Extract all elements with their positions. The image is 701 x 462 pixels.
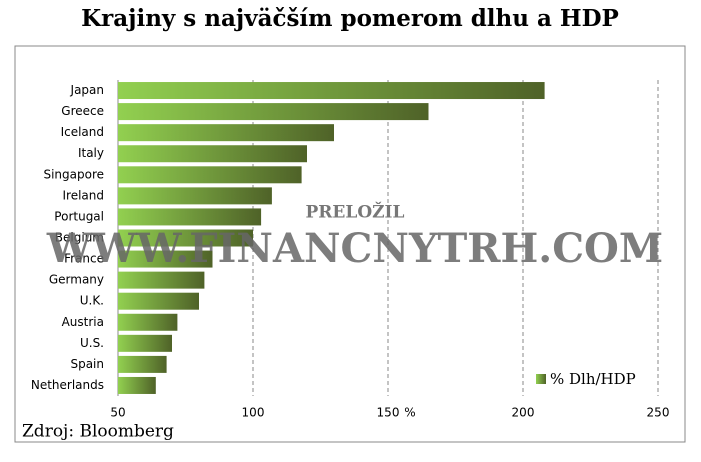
y-tick-label: Iceland [61, 125, 104, 139]
bar [118, 313, 178, 331]
chart-title: Krajiny s najväčším pomerom dlhu a HDP [81, 5, 619, 32]
legend-swatch [536, 374, 546, 384]
bar [118, 229, 253, 247]
bar [118, 82, 545, 100]
x-axis-label: % [404, 406, 415, 420]
x-tick-label: 250 [647, 406, 670, 420]
bar [118, 166, 302, 184]
y-tick-label: France [64, 252, 104, 266]
y-tick-label: U.K. [80, 294, 104, 308]
x-tick-label: 100 [242, 406, 265, 420]
bar [118, 292, 199, 310]
bar [118, 208, 262, 226]
y-tick-label: Japan [70, 83, 104, 97]
y-tick-label: Singapore [43, 167, 104, 181]
x-tick-label: 50 [110, 406, 125, 420]
legend-label: % Dlh/HDP [550, 370, 636, 388]
y-tick-label: Greece [61, 104, 104, 118]
bar [118, 250, 213, 268]
y-tick-label: U.S. [80, 336, 104, 350]
source: Zdroj: Bloomberg [22, 422, 174, 442]
y-tick-label: Germany [49, 273, 104, 287]
y-tick-label: Belgium [55, 231, 104, 245]
watermark: PRELOŽIL [306, 202, 405, 223]
bar [118, 355, 167, 373]
y-tick-label: Italy [78, 146, 104, 160]
watermark: WWW.FINANCNYTRH.COM [46, 225, 663, 272]
y-tick-label: Netherlands [31, 378, 104, 392]
y-tick-label: Austria [62, 315, 104, 329]
bar [118, 145, 307, 163]
bar [118, 334, 172, 352]
x-tick-label: 150 [377, 406, 400, 420]
y-tick-label: Portugal [54, 209, 104, 223]
y-tick-label: Ireland [62, 188, 104, 202]
bar [118, 271, 205, 289]
bar [118, 103, 429, 121]
y-tick-label: Spain [70, 357, 104, 371]
bar [118, 376, 156, 394]
x-tick-label: 200 [512, 406, 535, 420]
bar [118, 124, 334, 142]
bar [118, 187, 272, 205]
